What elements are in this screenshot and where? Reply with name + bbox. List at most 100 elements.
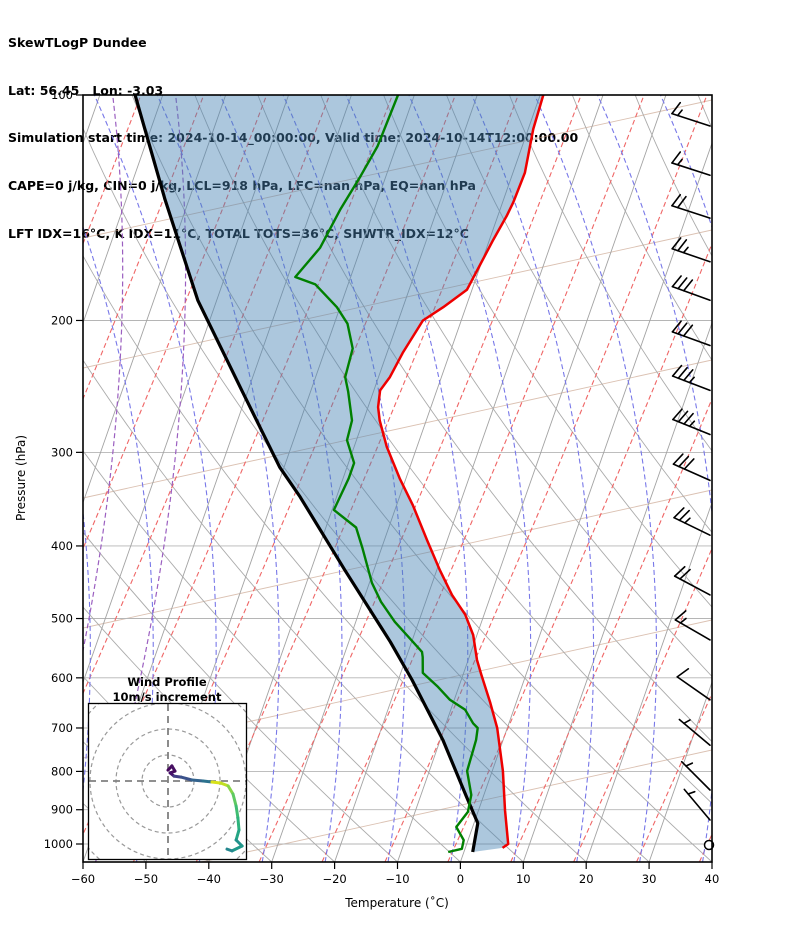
pressure-tick-label: 900	[51, 803, 73, 817]
blue-dashed-moist-adiabat	[219, 95, 343, 862]
wind-barb	[671, 275, 711, 302]
wind-barb	[672, 453, 711, 482]
wind-barb-full	[671, 193, 682, 207]
wind-barb-full	[677, 322, 688, 335]
wind-barb	[676, 667, 711, 701]
wind-barb-column	[671, 101, 715, 851]
tan-reference-line	[83, 489, 712, 629]
wind-barb	[671, 237, 711, 263]
wind-barb-half	[679, 617, 687, 624]
wind-barb	[671, 364, 711, 392]
wind-barb	[671, 151, 711, 177]
temperature-tick-label: 40	[705, 872, 720, 886]
dry-adiabat-line	[83, 531, 398, 862]
wind-barb-half	[676, 158, 683, 166]
wind-barb-full	[682, 279, 694, 292]
pressure-tick-label: 300	[51, 445, 73, 459]
red-dashed-line	[698, 832, 712, 862]
tan-reference-line	[83, 229, 712, 369]
tan-reference-line	[199, 749, 712, 862]
red-dashed-line	[636, 691, 712, 862]
inset-trace-segment	[234, 828, 241, 842]
wind-barb-half	[687, 790, 696, 795]
wind-barb-full	[677, 366, 688, 380]
pressure-tick-label: 600	[51, 671, 73, 685]
wind-barb-staff	[676, 676, 711, 701]
isotherm-line	[83, 95, 289, 684]
wind-barb	[683, 788, 711, 821]
dry-adiabat-line	[634, 95, 712, 257]
wind-barb-full	[678, 455, 690, 468]
pressure-tick-label: 100	[51, 88, 73, 102]
temperature-tick-label: 0	[457, 872, 464, 886]
wind-barb-half	[685, 762, 694, 767]
dry-adiabat-line	[83, 254, 587, 862]
pressure-tick-label: 800	[51, 764, 73, 778]
dry-adiabat-line	[194, 95, 712, 804]
isotherm-line	[83, 95, 227, 504]
blue-dashed-moist-adiabat	[83, 508, 91, 795]
pressure-tick-label: 400	[51, 539, 73, 553]
wind-barb-full	[671, 320, 682, 333]
header-indices-row: LFT IDX=16°C, K IDX=11°C, TOTAL TOTS=36°…	[8, 225, 469, 241]
wind-barb-full	[672, 408, 683, 421]
blue-dashed-moist-adiabat	[597, 95, 712, 862]
wind-barb-full	[671, 275, 682, 288]
dry-adiabat-line	[320, 95, 712, 678]
inset-border	[87, 702, 248, 861]
wind-barb-full	[679, 568, 691, 580]
header-latlon: Lat: 56.45 Lon: -3.03	[8, 82, 164, 98]
temperature-tick-label: −50	[134, 872, 158, 886]
wind-barb-full	[682, 324, 694, 337]
isotherm-line	[522, 321, 712, 862]
temperature-tick-label: −20	[322, 872, 346, 886]
wind-barb-half	[676, 109, 683, 117]
wind-barb	[674, 610, 711, 641]
header-title: SkewTLogP Dundee	[8, 34, 147, 50]
wind-barb-full	[683, 369, 694, 382]
blue-dashed-moist-adiabat	[534, 95, 657, 862]
dry-adiabat-line	[83, 127, 650, 862]
dry-adiabat-line	[131, 95, 712, 862]
wind-barb	[680, 760, 711, 791]
inset-trace-segment	[234, 804, 240, 820]
dry-adiabat-line	[257, 95, 712, 743]
wind-barb-full	[671, 364, 683, 377]
wind-barb-full	[676, 195, 687, 209]
temperature-tick-label: 10	[516, 872, 531, 886]
blue-dashed-moist-adiabat	[345, 95, 469, 862]
pressure-tick-label: 500	[51, 612, 73, 626]
wind-barb-full	[678, 509, 690, 522]
wind-barb-full	[673, 507, 685, 519]
parcel-curve	[133, 95, 480, 853]
inset-trace-segment	[225, 847, 234, 853]
pressure-tick-label: 200	[51, 313, 73, 327]
temperature-tick-label: −30	[260, 872, 284, 886]
inset-trace-segment	[210, 780, 223, 785]
dry-adiabat-line	[383, 95, 712, 608]
tan-reference-line	[83, 359, 712, 499]
dry-adiabat-line	[83, 450, 461, 862]
temperature-tick-label: −60	[71, 872, 95, 886]
wind-barb-full	[672, 453, 684, 465]
wind-barb-half	[683, 719, 691, 725]
cin-shade-area	[135, 95, 544, 852]
dry-adiabat-line	[508, 95, 712, 452]
wind-barb	[678, 718, 711, 747]
wind-barb-full	[671, 151, 682, 164]
wind-barb-full	[676, 667, 690, 678]
isotherm-line	[585, 501, 712, 862]
wind-barb	[671, 320, 711, 347]
wind-barb-full	[677, 277, 688, 290]
blue-dashed-moist-adiabat	[786, 95, 794, 862]
header-times: Simulation start time: 2024-10-14_00:00:…	[8, 130, 578, 146]
header-cape-row: CAPE=0 j/kg, CIN=0 j/kg, LCL=918 hPa, LF…	[8, 177, 476, 193]
wind-barb-half	[688, 420, 696, 428]
dewpoint-curve	[294, 95, 479, 854]
dry-adiabat-line	[83, 861, 84, 862]
inset-title-line2: 10m/s increment	[113, 690, 222, 704]
temperature-tick-label: 30	[642, 872, 657, 886]
